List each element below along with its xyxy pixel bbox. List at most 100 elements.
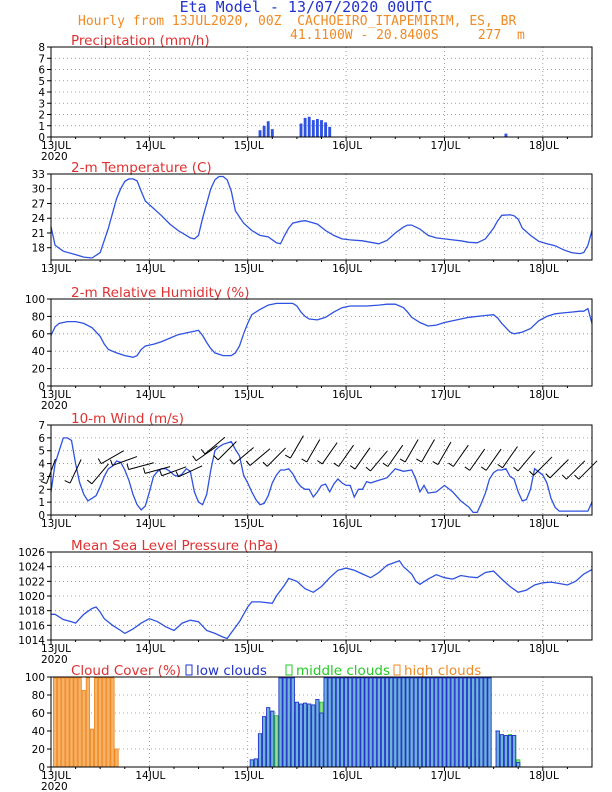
panel-title: Cloud Cover (%) [71, 663, 181, 679]
cloud-bar-low [454, 677, 459, 768]
y-tick-label: 7 [38, 420, 45, 432]
cloud-bar-low [507, 735, 513, 768]
y-tick-label: 1014 [18, 635, 45, 647]
wind-barb [370, 450, 388, 472]
cloud-bar-low [356, 677, 361, 768]
panel-cloud: 0 20 40 60 80 100 13JUL 14JUL 15JUL 16JUL 17JUL 18J… [25, 663, 593, 792]
wind-barb [421, 439, 435, 463]
legend-swatch-middle [285, 664, 293, 676]
wind-barb [306, 439, 321, 463]
panel-rh: 0 20 40 60 80 100 13JUL 14JUL 15JUL 16JUL 17JUL 18J… [25, 285, 593, 412]
panel-title: 2-m Temperature (C) [71, 160, 212, 176]
wind-barb [233, 447, 254, 465]
legend-swatch-high [393, 664, 401, 676]
cloud-bar-low [298, 703, 304, 768]
cloud-bar-high [77, 677, 82, 768]
panel-title: Precipitation (mm/h) [71, 33, 210, 49]
wind-barb [452, 444, 469, 467]
panel-frame [50, 424, 593, 516]
wind-barb [112, 456, 138, 466]
cloud-bar-low [294, 701, 299, 768]
x-tick-label: 13JUL [41, 643, 71, 655]
cloud-bar-low [266, 707, 271, 768]
wind-barb [128, 462, 154, 470]
x-tick-label: 14JUL [135, 140, 165, 152]
wind-barb [533, 456, 553, 476]
cloud-bar-low [450, 677, 455, 768]
wind-barb-flag [213, 455, 219, 461]
y-tick-label: 4 [38, 87, 45, 99]
x-tick-label: 15JUL [234, 263, 264, 275]
mslp-line [51, 560, 593, 640]
cloud-bar-low [421, 677, 427, 768]
x-tick-label: 14JUL [135, 263, 165, 275]
y-tick-label: 0 [38, 132, 45, 144]
y-tick-label: 5 [38, 446, 45, 458]
x-tick-label: 13JUL [41, 389, 71, 401]
cloud-bar-low [495, 730, 500, 768]
cloud-bar-low [380, 677, 386, 768]
wind-barb-flag [513, 466, 519, 472]
wind-barb [566, 460, 586, 480]
cloud-bar-low [384, 677, 390, 768]
y-tick-label: 40 [32, 726, 45, 738]
y-tick-label: 20 [32, 744, 45, 756]
wind-barb [549, 459, 569, 479]
x-tick-label: 15JUL [234, 389, 264, 401]
wind-barb [204, 436, 226, 455]
wind-barb [354, 447, 371, 470]
cloud-bar-low [483, 677, 488, 768]
wind-barb-flag [399, 458, 406, 463]
cloud-bar-high [69, 677, 74, 768]
x-tick-label: 17JUL [430, 518, 460, 530]
y-tick-label: 80 [32, 690, 45, 702]
wind-barb-flag [432, 461, 439, 465]
y-tick-label: 7 [38, 53, 45, 65]
y-tick-label: 1016 [18, 620, 45, 632]
figure-title: Eta Model - 13/07/2020 00UTC [179, 0, 433, 16]
panel-title: 2-m Relative Humidity (%) [71, 285, 250, 301]
cloud-bar-low [442, 677, 447, 768]
precip-bar [262, 125, 266, 137]
cloud-bar-low [438, 677, 443, 768]
cloud-bar-low [425, 677, 431, 768]
cloud-bar-low [397, 677, 402, 768]
y-tick-label: 100 [25, 672, 45, 684]
cloud-bar-low [282, 677, 287, 768]
cloud-bar-high [89, 728, 95, 768]
legend-label-low: low clouds [196, 663, 267, 679]
wind-barb [100, 450, 124, 465]
y-tick-label: 6 [38, 433, 45, 445]
wind-barb-flag [175, 471, 180, 477]
wind-barb [144, 466, 171, 474]
wind-barb [485, 448, 502, 471]
cloud-bar-low [270, 710, 275, 768]
wind-barb [469, 448, 486, 471]
y-tick-label: 27 [32, 198, 45, 210]
wind-barb-flag [448, 462, 454, 467]
panel-title: Mean Sea Level Pressure (hPa) [71, 538, 278, 554]
wind-barb [437, 441, 452, 465]
header-subtitle: Hourly from 13JUL2020, 00Z CACHOEIRO_ITA… [78, 14, 517, 29]
cloud-bar-low [262, 716, 267, 768]
wind-barb [195, 445, 218, 462]
panel-frame [50, 46, 593, 138]
cloud-bar-low [413, 677, 418, 768]
y-tick-label: 0 [38, 762, 45, 774]
x-year-label: 2020 [41, 654, 68, 666]
cloud-bar-low [249, 759, 254, 768]
x-tick-label: 18JUL [529, 263, 559, 275]
legend-label-middle: middle clouds [296, 663, 390, 679]
wind-barb [289, 435, 304, 459]
y-tick-label: 40 [32, 346, 45, 358]
cloud-bar-low [409, 677, 414, 768]
x-tick-label: 17JUL [430, 643, 460, 655]
wind-line [50, 437, 593, 514]
cloud-bar-low [368, 677, 373, 768]
y-tick-label: 20 [32, 364, 45, 376]
cloud-bar-high [110, 677, 115, 768]
x-tick-label: 16JUL [332, 643, 362, 655]
wind-barb-flag [333, 462, 339, 467]
y-tick-label: 100 [25, 294, 45, 306]
